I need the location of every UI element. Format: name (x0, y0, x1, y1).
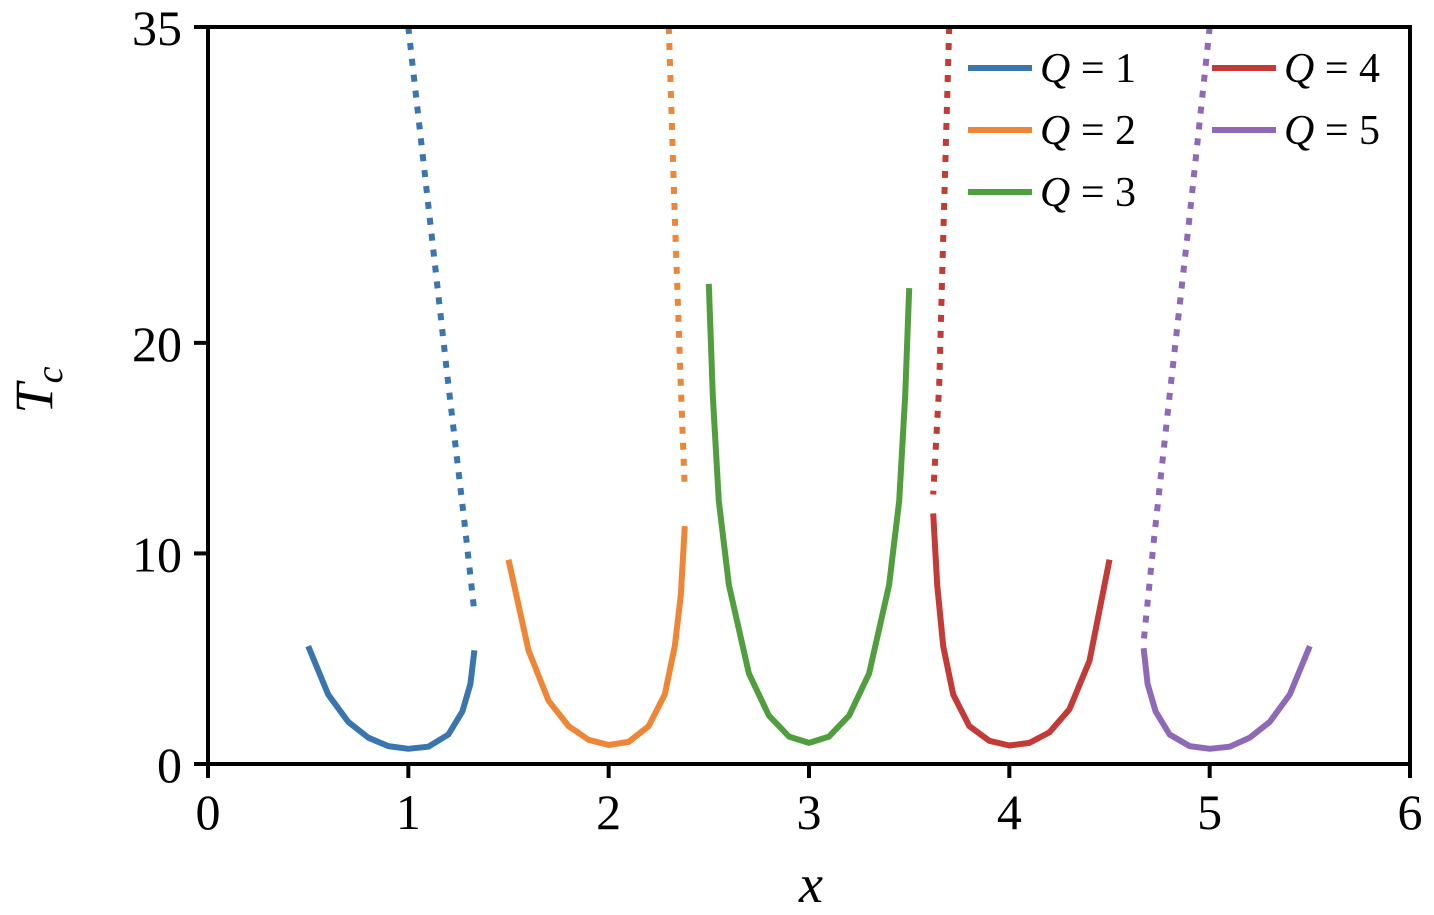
legend: Q = 1 Q = 2 Q = 3 Q = 4 Q = 5 (968, 46, 1380, 216)
legend-label-q2: Q = 2 (1040, 108, 1136, 154)
ticks-layer: 0 1 2 3 4 5 6 0 10 20 35 (132, 0, 1423, 840)
legend-label-q5: Q = 5 (1284, 108, 1380, 154)
x-tick-label: 3 (797, 784, 822, 840)
x-tick-label: 5 (1197, 784, 1222, 840)
x-tick-label: 2 (596, 784, 621, 840)
x-tick-label: 1 (396, 784, 421, 840)
x-tick-label: 0 (196, 784, 221, 840)
x-tick-label: 4 (997, 784, 1022, 840)
series-4-dotted-line (930, 26, 953, 495)
y-axis-label: Tc (4, 366, 71, 413)
series-2-dotted-line (665, 26, 688, 491)
y-tick-label: 10 (132, 526, 182, 582)
y-axis-label-subscript: c (29, 366, 71, 383)
series-3-solid-line (705, 283, 913, 746)
y-tick-label: 35 (132, 0, 182, 56)
series-layer (305, 26, 1313, 752)
legend-label-q4: Q = 4 (1284, 46, 1380, 92)
series-4-solid-line (930, 513, 1113, 749)
series-5-dotted-line (1140, 26, 1213, 643)
plot-area-frame (206, 25, 1412, 766)
series-1-solid-line (305, 644, 478, 752)
y-tick-label: 20 (132, 316, 182, 372)
y-axis-label-main: T (4, 379, 64, 413)
x-tick-label: 6 (1398, 784, 1423, 840)
legend-label-q3: Q = 3 (1040, 170, 1136, 216)
y-tick-label: 0 (157, 737, 182, 793)
series-5-solid-line (1140, 644, 1313, 752)
series-1-dotted-line (405, 26, 478, 613)
x-axis-label: x (798, 854, 823, 914)
series-2-solid-line (505, 525, 688, 748)
legend-label-q1: Q = 1 (1040, 46, 1136, 92)
